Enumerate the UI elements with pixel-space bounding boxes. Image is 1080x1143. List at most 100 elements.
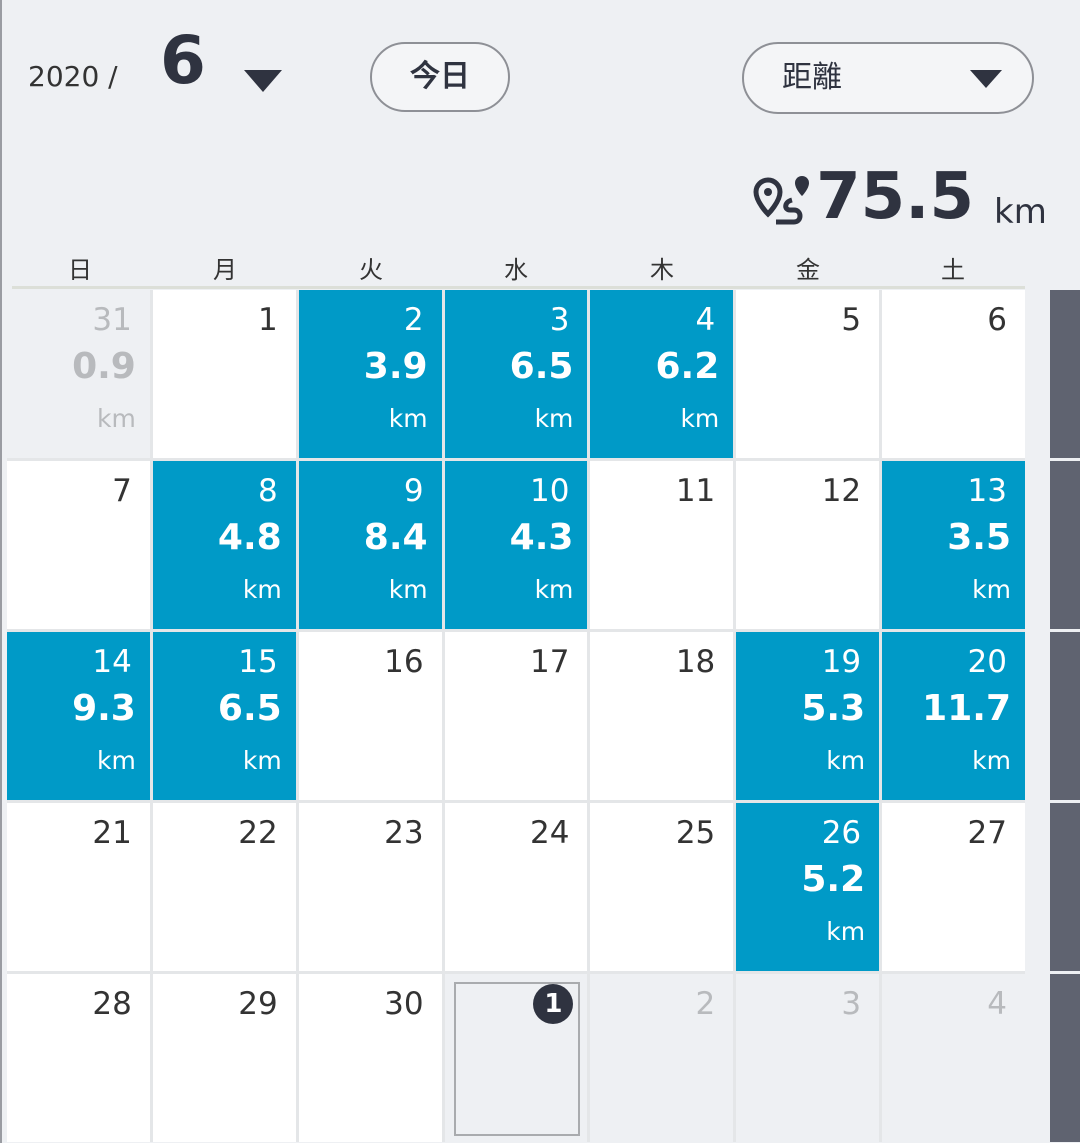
day-cell[interactable]: 10 4.3 km bbox=[444, 461, 588, 629]
day-distance: 6.5 bbox=[509, 346, 574, 387]
day-cell[interactable]: 15 6.5 km bbox=[152, 632, 296, 800]
year: 2020 / bbox=[28, 60, 118, 93]
day-cell[interactable]: 25 bbox=[590, 803, 734, 971]
week-bar bbox=[1050, 461, 1080, 629]
route-icon bbox=[753, 176, 809, 225]
day-number: 13 bbox=[967, 473, 1007, 509]
day-cell[interactable]: 31 0.9 km bbox=[7, 290, 150, 458]
day-distance: 6.5 bbox=[217, 688, 282, 729]
day-cell[interactable]: 20 11.7 km bbox=[882, 632, 1025, 800]
weekday-label: 日 bbox=[68, 256, 92, 284]
day-number: 15 bbox=[238, 644, 278, 680]
day-number: 1 bbox=[257, 302, 278, 338]
dropdown-caret bbox=[970, 70, 1002, 88]
week-bar bbox=[1050, 803, 1080, 971]
week-bar bbox=[1050, 974, 1080, 1142]
day-cell[interactable]: 26 5.2 km bbox=[736, 803, 880, 971]
month[interactable]: 6 bbox=[160, 22, 206, 99]
day-number: 4 bbox=[695, 302, 716, 338]
day-cell[interactable]: 19 5.3 km bbox=[736, 632, 880, 800]
day-cell[interactable]: 3 6.5 km bbox=[444, 290, 588, 458]
day-cell[interactable]: 3 bbox=[736, 974, 880, 1142]
day-distance: 3.9 bbox=[363, 346, 428, 387]
day-cell[interactable]: 27 bbox=[882, 803, 1025, 971]
day-cell[interactable]: 2 bbox=[590, 974, 734, 1142]
day-cell[interactable]: 11 bbox=[590, 461, 734, 629]
day-number: 8 bbox=[257, 473, 278, 509]
day-cell[interactable]: 7 bbox=[7, 461, 150, 629]
day-cell[interactable]: 30 bbox=[298, 974, 442, 1142]
total-unit: km bbox=[994, 192, 1047, 232]
day-cell[interactable]: 23 bbox=[298, 803, 442, 971]
day-cell[interactable]: 14 9.3 km bbox=[7, 632, 150, 800]
edge bbox=[0, 0, 2, 1143]
weekday-label: 木 bbox=[650, 256, 674, 284]
distance-unit: km bbox=[242, 575, 282, 604]
day-number: 4 bbox=[987, 986, 1007, 1022]
day-number: 30 bbox=[384, 986, 424, 1022]
day-distance: 3.5 bbox=[947, 517, 1011, 558]
metric-dropdown[interactable]: 距離 bbox=[742, 42, 1034, 114]
day-distance: 4.3 bbox=[509, 517, 574, 558]
day-distance: 9.3 bbox=[72, 688, 136, 729]
day-cell[interactable]: 22 bbox=[152, 803, 296, 971]
today-button[interactable]: 今日 bbox=[370, 42, 510, 112]
day-distance: 4.8 bbox=[217, 517, 282, 558]
day-number: 6 bbox=[987, 302, 1007, 338]
day-number: 3 bbox=[841, 986, 862, 1022]
day-cell[interactable]: 6 bbox=[882, 290, 1025, 458]
day-cell[interactable]: 28 bbox=[7, 974, 150, 1142]
day-number: 1 bbox=[533, 984, 574, 1024]
day-number: 31 bbox=[92, 302, 132, 338]
distance-unit: km bbox=[97, 746, 136, 775]
day-cell[interactable]: 21 bbox=[7, 803, 150, 971]
day-number: 20 bbox=[967, 644, 1007, 680]
day-cell[interactable]: 18 bbox=[590, 632, 734, 800]
weekday-label: 土 bbox=[941, 256, 965, 284]
day-cell[interactable]: 9 8.4 km bbox=[298, 461, 442, 629]
day-cell[interactable]: 8 4.8 km bbox=[152, 461, 296, 629]
day-cell[interactable]: 29 bbox=[152, 974, 296, 1142]
day-distance: 6.2 bbox=[655, 346, 720, 387]
day-cell[interactable]: 1 bbox=[152, 290, 296, 458]
day-cell[interactable]: 1 bbox=[444, 974, 588, 1142]
distance-unit: km bbox=[826, 746, 866, 775]
day-cell[interactable]: 4 bbox=[882, 974, 1025, 1142]
total-distance: 75.5 bbox=[816, 160, 974, 234]
day-number: 23 bbox=[384, 815, 424, 851]
day-cell[interactable]: 2 3.9 km bbox=[298, 290, 442, 458]
distance-unit: km bbox=[97, 404, 136, 433]
distance-unit: km bbox=[534, 575, 574, 604]
day-cell[interactable]: 4 6.2 km bbox=[590, 290, 734, 458]
day-number: 12 bbox=[821, 473, 862, 509]
distance-unit: km bbox=[388, 575, 428, 604]
day-number: 10 bbox=[529, 473, 570, 509]
day-number: 2 bbox=[695, 986, 716, 1022]
day-distance: 5.2 bbox=[801, 859, 866, 900]
weekday-label: 火 bbox=[359, 256, 383, 284]
day-cell[interactable]: 12 bbox=[736, 461, 880, 629]
distance-unit: km bbox=[534, 404, 574, 433]
distance-unit: km bbox=[972, 746, 1011, 775]
week-bar bbox=[1050, 290, 1080, 458]
month-caret[interactable] bbox=[244, 70, 284, 94]
day-cell[interactable]: 13 3.5 km bbox=[882, 461, 1025, 629]
distance-unit: km bbox=[826, 917, 866, 946]
day-number: 7 bbox=[112, 473, 132, 509]
day-number: 29 bbox=[238, 986, 278, 1022]
day-cell[interactable]: 17 bbox=[444, 632, 588, 800]
day-cell[interactable]: 16 bbox=[298, 632, 442, 800]
day-cell[interactable]: 24 bbox=[444, 803, 588, 971]
today-frame bbox=[453, 982, 580, 1136]
day-distance: 0.9 bbox=[72, 346, 136, 387]
metric-label: 距離 bbox=[782, 60, 842, 95]
day-number: 3 bbox=[549, 302, 570, 338]
day-number: 19 bbox=[821, 644, 862, 680]
week-bar bbox=[1050, 632, 1080, 800]
divider bbox=[12, 286, 1025, 289]
day-number: 14 bbox=[92, 644, 132, 680]
day-number: 9 bbox=[403, 473, 424, 509]
day-cell[interactable]: 5 bbox=[736, 290, 880, 458]
day-number: 27 bbox=[967, 815, 1007, 851]
distance-unit: km bbox=[388, 404, 428, 433]
